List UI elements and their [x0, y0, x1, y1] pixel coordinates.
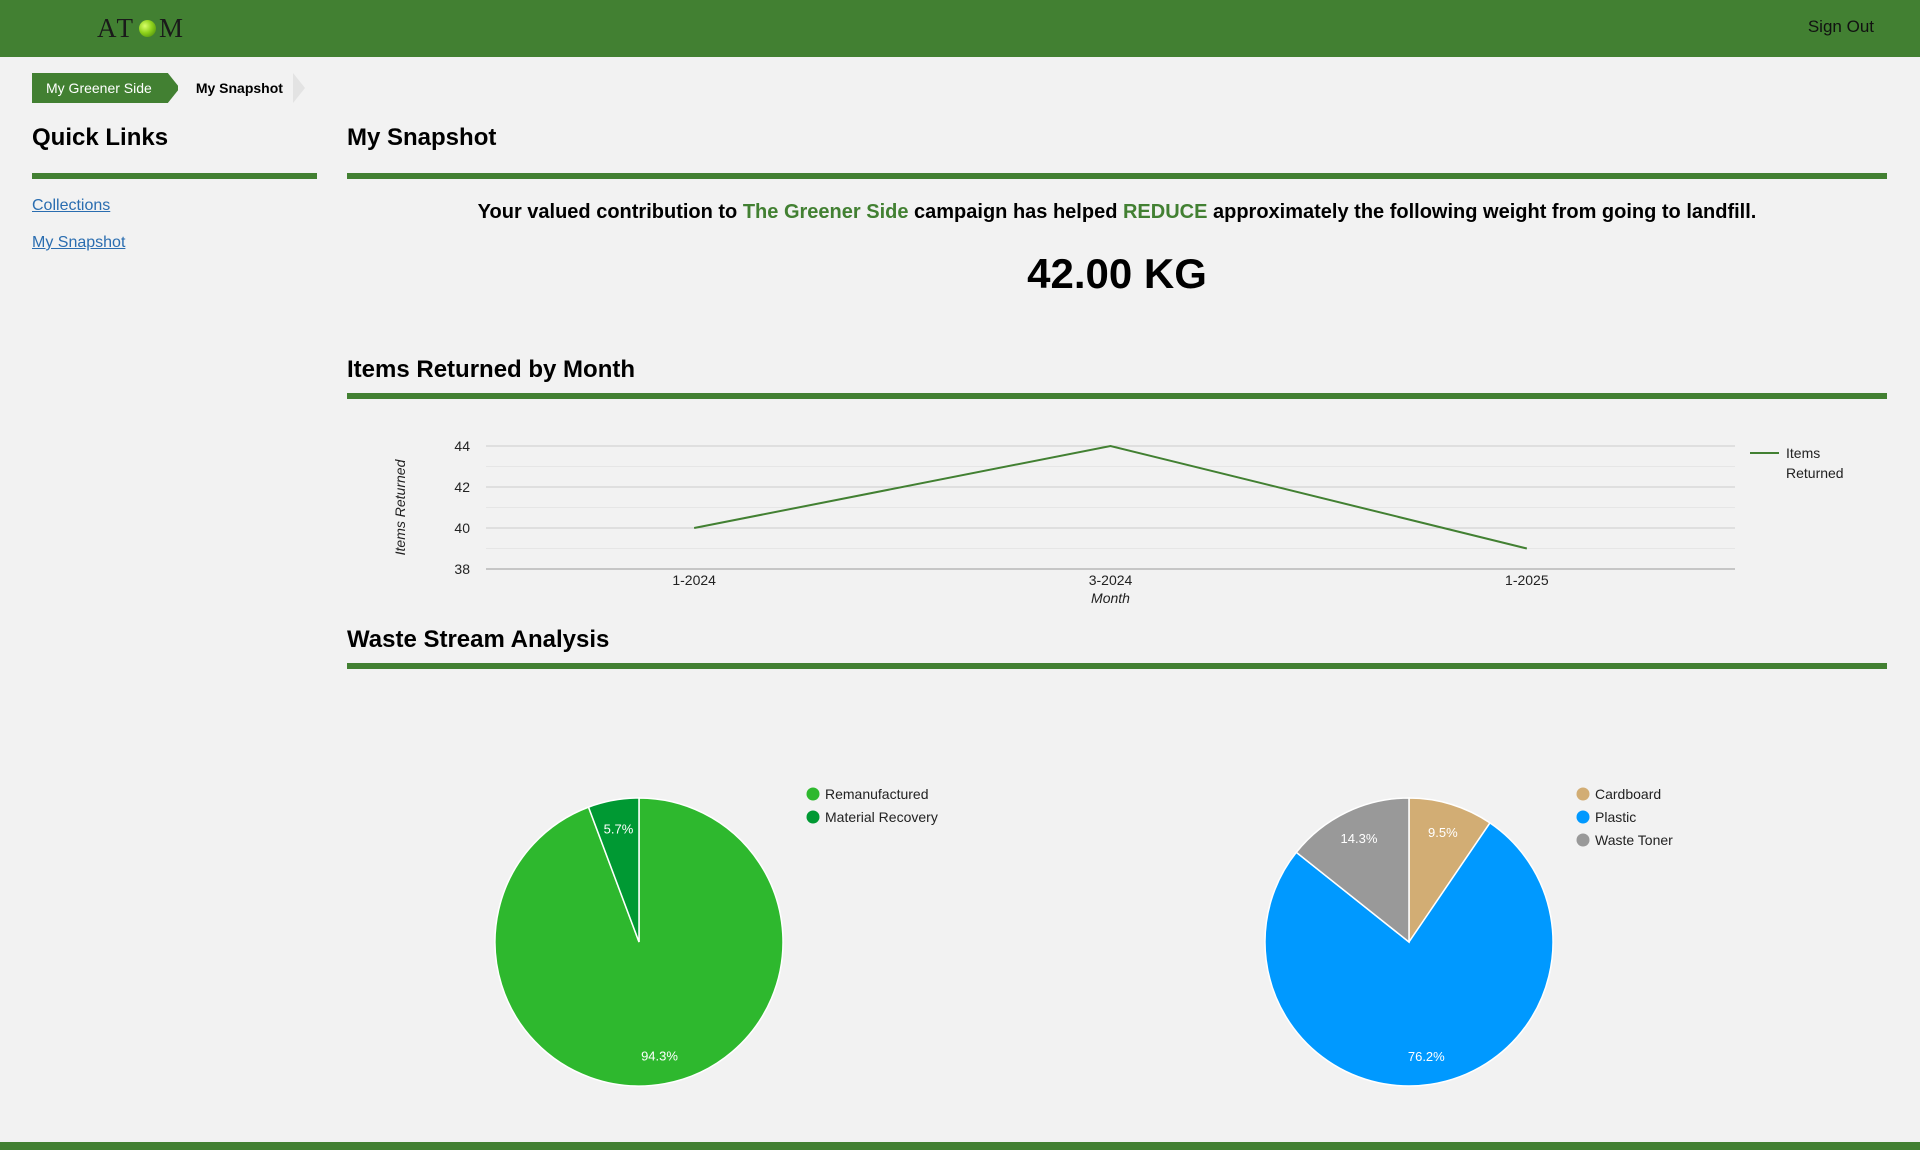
footer-bar: [0, 1142, 1920, 1150]
top-bar: AT M Sign Out: [0, 0, 1920, 57]
y-tick-label: 42: [454, 479, 470, 495]
pie-slice-waste-toner[interactable]: [1295, 797, 1410, 944]
legend-swatch-material-recovery: [806, 810, 820, 824]
x-tick-label: 1-2025: [1505, 572, 1549, 588]
legend-label-remanufactured: Remanufactured: [825, 786, 929, 802]
legend-label-waste-toner: Waste Toner: [1595, 832, 1673, 848]
items-returned-series-line[interactable]: [693, 444, 1528, 550]
page-title: My Snapshot: [347, 124, 497, 151]
reduce-word: REDUCE: [1122, 201, 1208, 223]
sign-out-link[interactable]: Sign Out: [1807, 17, 1874, 36]
landfill-weight-value: 42.00 KG: [1027, 250, 1207, 297]
pie-slice-material-recovery[interactable]: [587, 797, 640, 943]
x-axis-label: Month: [1091, 590, 1130, 606]
legend-label-cardboard: Cardboard: [1595, 786, 1661, 802]
y-tick-label: 44: [454, 438, 470, 454]
x-tick-label: 3-2024: [1089, 572, 1133, 588]
pie-slice-label-waste-toner: 14.3%: [1341, 831, 1378, 846]
legend-swatch-waste-toner: [1576, 833, 1590, 847]
snapshot-divider: [347, 173, 1887, 179]
legend-swatch-remanufactured: [806, 787, 820, 801]
pie-slice-label-plastic: 76.2%: [1408, 1049, 1445, 1064]
legend-label-plastic: Plastic: [1595, 809, 1636, 825]
quick-links-divider: [32, 173, 317, 179]
waste-stream-divider: [347, 663, 1887, 669]
breadcrumb: My Greener Side My Snapshot: [32, 73, 309, 103]
y-axis-label: Items Returned: [392, 458, 408, 555]
pie-slice-label-material-recovery: 5.7%: [604, 822, 634, 837]
y-tick-label: 38: [454, 561, 470, 577]
legend-label-material-recovery: Material Recovery: [825, 809, 938, 825]
contribution-message: Your valued contribution to The Greener …: [347, 201, 1887, 224]
green-orb-icon: [139, 20, 156, 37]
logo-text-right: M: [159, 13, 187, 43]
pie-slice-cardboard[interactable]: [1408, 797, 1491, 945]
y-tick-label: 40: [454, 520, 470, 536]
quick-link-my-snapshot[interactable]: My Snapshot: [32, 234, 126, 251]
waste-stream-title: Waste Stream Analysis: [347, 626, 610, 653]
legend-swatch-plastic: [1576, 810, 1590, 824]
pie-slice-plastic[interactable]: [1264, 821, 1554, 1087]
pie-slice-label-cardboard: 9.5%: [1428, 825, 1458, 840]
x-tick-label: 1-2024: [672, 572, 716, 588]
message-part3: approximately the following weight from …: [1207, 201, 1757, 223]
message-part1: Your valued contribution to: [477, 201, 743, 223]
message-part2: campaign has helped: [908, 201, 1123, 223]
quick-links-title: Quick Links: [32, 124, 169, 151]
legend-label-items-returned: Items: [1786, 445, 1820, 461]
breadcrumb-my-snapshot[interactable]: My Snapshot: [177, 73, 309, 103]
items-returned-title: Items Returned by Month: [347, 356, 636, 383]
items-returned-divider: [347, 393, 1887, 399]
breadcrumb-my-greener-side[interactable]: My Greener Side: [32, 73, 180, 103]
legend-swatch-cardboard: [1576, 787, 1590, 801]
legend-label-items-returned-line2: Returned: [1786, 465, 1844, 481]
atom-logo[interactable]: AT M: [97, 13, 186, 44]
logo-text-left: AT: [97, 13, 136, 43]
quick-link-collections[interactable]: Collections: [32, 197, 111, 214]
campaign-name: The Greener Side: [742, 201, 909, 223]
pie-slice-label-remanufactured: 94.3%: [641, 1048, 678, 1063]
